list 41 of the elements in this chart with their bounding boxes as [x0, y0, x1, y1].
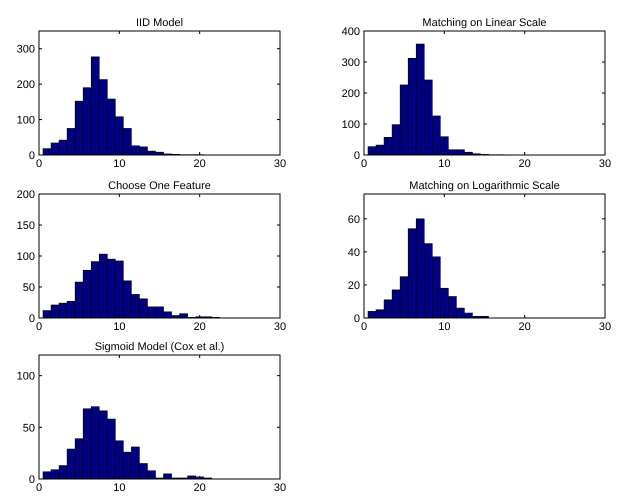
y-tick-label: 60 [348, 214, 360, 226]
chart-title: IID Model [136, 17, 184, 29]
x-tick-label: 20 [194, 482, 206, 494]
y-tick-label: 150 [16, 220, 35, 232]
y-tick-label: 50 [22, 422, 35, 434]
y-tick-label: 20 [348, 280, 360, 292]
x-tick-label: 20 [194, 321, 206, 333]
y-tick-label: 100 [342, 119, 360, 131]
y-tick-label: 100 [16, 251, 35, 263]
x-tick-label: 10 [113, 321, 126, 333]
x-tick-label: 10 [113, 158, 126, 170]
chart-title: Choose One Feature [108, 180, 211, 192]
x-tick-label: 30 [274, 158, 286, 170]
chart-title: Sigmoid Model (Cox et al.) [94, 341, 224, 353]
x-tick-label: 10 [113, 482, 126, 494]
y-tick-label: 0 [354, 313, 360, 325]
y-tick-label: 300 [16, 44, 35, 56]
x-tick-label: 30 [598, 321, 612, 333]
x-tick-label: 30 [274, 482, 286, 494]
x-tick-label: 20 [194, 158, 206, 170]
y-tick-label: 40 [348, 246, 360, 259]
y-tick-label: 300 [342, 57, 360, 69]
y-tick-label: 100 [16, 370, 35, 383]
y-tick-label: 200 [16, 189, 35, 201]
x-tick-label: 20 [518, 158, 531, 170]
y-tick-label: 0 [354, 150, 360, 162]
y-tick-label: 50 [22, 282, 35, 294]
x-tick-label: 20 [518, 321, 531, 333]
chart-title: Matching on Logarithmic Scale [409, 180, 560, 192]
y-tick-label: 200 [16, 79, 35, 92]
chart-title: Matching on Linear Scale [422, 17, 547, 29]
y-tick-label: 0 [28, 313, 35, 325]
y-tick-label: 400 [342, 26, 360, 38]
y-tick-label: 0 [28, 474, 35, 486]
x-tick-label: 10 [438, 158, 450, 170]
y-tick-label: 0 [28, 150, 35, 162]
y-tick-label: 100 [16, 114, 35, 127]
x-tick-label: 30 [274, 321, 286, 333]
x-tick-label: 30 [598, 158, 612, 170]
x-tick-label: 10 [438, 321, 450, 333]
y-tick-label: 200 [342, 88, 360, 100]
